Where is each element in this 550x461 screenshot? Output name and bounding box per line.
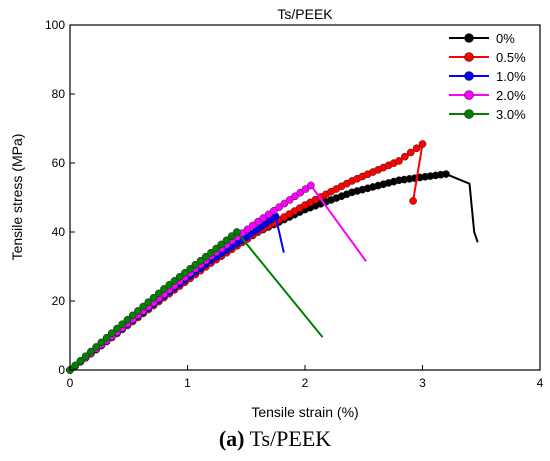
x-axis-title: Tensile strain (%)	[251, 404, 358, 420]
data-point	[123, 315, 132, 324]
plot-area	[66, 140, 479, 374]
data-point	[227, 232, 236, 240]
x-tick-label: 2	[302, 376, 309, 390]
legend-marker	[464, 109, 474, 119]
legend-item-1: 0.5%	[449, 50, 526, 65]
data-point	[165, 281, 174, 289]
figure-caption: (a) Ts/PEEK	[0, 426, 550, 452]
data-point	[175, 273, 184, 281]
data-point	[76, 356, 85, 365]
data-point	[160, 285, 168, 293]
data-point	[128, 311, 137, 320]
y-tick-label: 0	[58, 363, 65, 377]
legend-marker	[464, 33, 474, 43]
legend-label: 2.0%	[496, 88, 526, 103]
y-tick-label: 80	[52, 87, 66, 101]
data-point	[97, 338, 106, 347]
legend: 0% 0.5% 1.0% 2.0% 3.0%	[449, 31, 526, 122]
data-point	[409, 197, 417, 205]
caption-text: Ts/PEEK	[249, 426, 332, 451]
data-point	[71, 361, 80, 370]
series-line	[69, 230, 324, 371]
x-tick-label: 1	[184, 376, 191, 390]
legend-marker	[464, 90, 474, 100]
data-point	[259, 214, 268, 222]
data-point	[134, 307, 142, 315]
series-4	[66, 228, 324, 374]
data-point	[207, 248, 215, 257]
series-line	[69, 141, 424, 371]
data-point	[406, 148, 415, 157]
y-tick-label: 100	[45, 18, 65, 32]
legend-marker	[464, 71, 474, 81]
x-tick-label: 3	[419, 376, 426, 390]
legend-marker	[464, 52, 474, 62]
data-point	[280, 199, 289, 208]
data-point	[170, 277, 179, 285]
data-point	[154, 289, 163, 298]
legend-item-2: 1.0%	[449, 69, 526, 84]
data-point	[92, 343, 100, 351]
data-point	[285, 196, 294, 204]
data-point	[412, 144, 421, 153]
legend-item-0: 0%	[449, 31, 515, 46]
data-point	[401, 152, 409, 161]
data-point	[191, 260, 200, 269]
data-point	[118, 320, 127, 329]
data-point	[264, 210, 273, 219]
data-point	[307, 181, 315, 190]
legend-label: 0.5%	[496, 50, 526, 65]
data-point	[107, 329, 116, 338]
data-point	[186, 264, 194, 273]
data-point	[212, 244, 221, 253]
data-point	[81, 352, 90, 361]
legend-label: 0%	[496, 31, 515, 46]
data-point	[275, 203, 283, 212]
data-point	[196, 256, 205, 265]
series-1	[66, 140, 427, 374]
data-point	[113, 324, 121, 333]
data-point	[201, 252, 210, 261]
data-point	[243, 225, 252, 234]
y-axis-title: Tensile stress (MPa)	[9, 134, 25, 261]
x-tick-label: 4	[537, 376, 544, 390]
data-point	[181, 268, 189, 277]
data-point	[149, 293, 158, 302]
data-point	[222, 236, 231, 245]
x-tick-label: 0	[67, 376, 74, 390]
data-point	[254, 217, 262, 226]
y-tick-label: 20	[52, 294, 66, 308]
data-point	[248, 221, 257, 230]
data-point	[139, 302, 147, 311]
data-point	[291, 192, 299, 201]
data-point	[217, 240, 226, 249]
data-point	[296, 188, 305, 197]
legend-label: 3.0%	[496, 107, 526, 122]
y-tick-label: 40	[52, 225, 66, 239]
chart-title: Ts/PEEK	[277, 6, 333, 22]
data-point	[301, 185, 310, 193]
data-point	[395, 157, 403, 165]
series-line	[69, 184, 367, 371]
data-point	[87, 347, 95, 356]
series-line	[69, 173, 479, 371]
legend-item-3: 2.0%	[449, 88, 526, 103]
data-point	[442, 170, 450, 178]
data-point	[418, 140, 427, 148]
data-point	[102, 333, 111, 342]
series-3	[66, 181, 367, 374]
legend-label: 1.0%	[496, 69, 526, 84]
data-point	[233, 228, 241, 236]
y-tick-label: 60	[52, 156, 66, 170]
caption-letter: (a)	[218, 426, 245, 451]
data-point	[270, 206, 278, 215]
data-point	[144, 298, 153, 306]
legend-item-4: 3.0%	[449, 107, 526, 122]
